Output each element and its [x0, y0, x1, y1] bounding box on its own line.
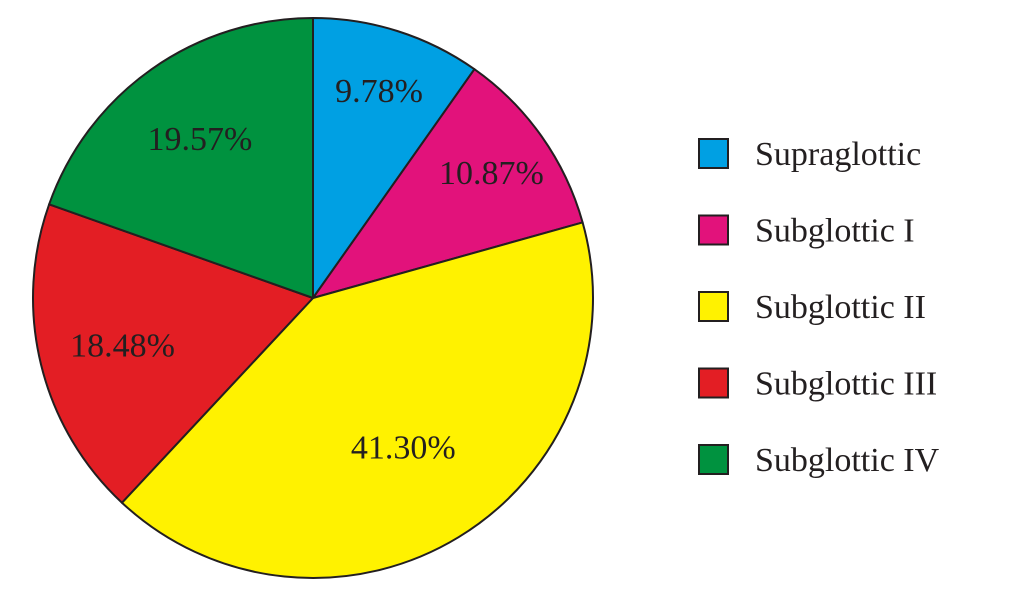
legend-item-subglottic-ii: Subglottic II: [698, 289, 926, 326]
legend-swatch: [698, 444, 729, 475]
legend-item-subglottic-iv: Subglottic IV: [698, 442, 940, 479]
pie-slices: [32, 17, 594, 579]
pie-slice-subglottic-ii: [120, 221, 594, 579]
slice-label-subglottic-iv: 19.57%: [148, 121, 253, 158]
slice-label-subglottic-iii: 18.48%: [70, 327, 175, 364]
legend-label: Subglottic III: [755, 366, 937, 403]
pie-slice-labels: 9.78% 10.87% 41.30% 18.48% 19.57%: [70, 73, 544, 466]
slice-label-subglottic-ii: 41.30%: [351, 429, 456, 466]
slice-label-subglottic-i: 10.87%: [439, 155, 544, 192]
pie-slice-supraglottic: [312, 17, 476, 299]
legend-item-subglottic-iii: Subglottic III: [698, 366, 937, 403]
legend-swatch: [698, 138, 729, 169]
pie-slice-subglottic-iv: [48, 17, 314, 299]
pie-slice-subglottic-iii: [32, 203, 314, 504]
legend-label: Subglottic I: [755, 213, 915, 250]
legend: Supraglottic Subglottic I Subglottic II Sub…: [698, 136, 940, 479]
legend-swatch: [698, 367, 729, 399]
legend-label: Subglottic II: [755, 289, 926, 326]
legend-item-subglottic-i: Subglottic I: [698, 213, 915, 250]
legend-label: Subglottic IV: [755, 442, 940, 479]
legend-item-supraglottic: Supraglottic: [698, 136, 921, 173]
legend-swatch: [698, 214, 729, 246]
legend-swatch: [698, 291, 729, 322]
slice-label-supraglottic: 9.78%: [335, 73, 423, 110]
legend-label: Supraglottic: [755, 136, 921, 173]
